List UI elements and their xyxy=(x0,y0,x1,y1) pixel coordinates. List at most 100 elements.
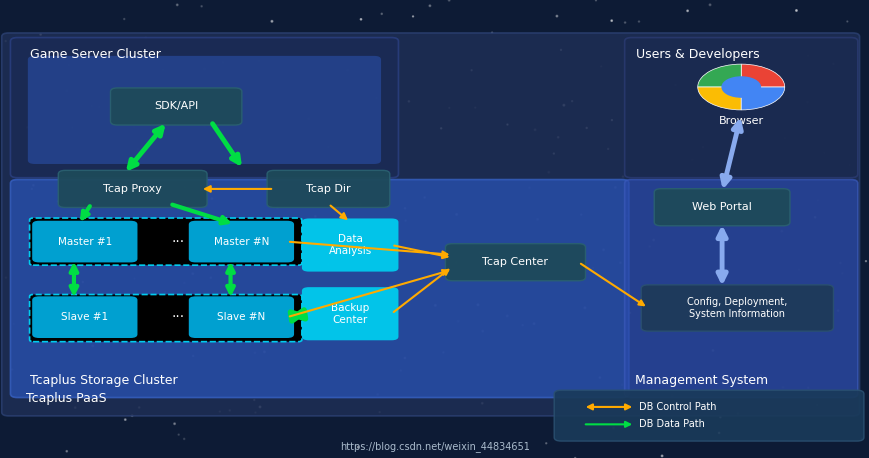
Point xyxy=(170,1,184,9)
Point xyxy=(186,270,200,278)
Point xyxy=(607,184,621,191)
Point xyxy=(775,384,789,391)
Point xyxy=(302,224,315,231)
Text: Master #N: Master #N xyxy=(214,237,269,246)
FancyBboxPatch shape xyxy=(640,285,833,331)
Point xyxy=(177,279,191,287)
Point xyxy=(792,299,806,306)
Point xyxy=(448,259,462,266)
FancyBboxPatch shape xyxy=(624,38,857,178)
Point xyxy=(800,384,814,391)
FancyBboxPatch shape xyxy=(28,56,381,164)
Point xyxy=(556,102,570,109)
Point xyxy=(708,73,722,81)
Text: ···: ··· xyxy=(171,310,185,324)
Point xyxy=(600,145,614,153)
FancyBboxPatch shape xyxy=(189,296,294,338)
Text: https://blog.csdn.net/weixin_44834651: https://blog.csdn.net/weixin_44834651 xyxy=(340,441,529,452)
Wedge shape xyxy=(740,87,784,110)
Point xyxy=(833,259,846,267)
Point xyxy=(68,404,82,411)
Point xyxy=(252,57,266,65)
Point xyxy=(156,66,169,73)
FancyBboxPatch shape xyxy=(302,287,398,340)
Text: Tcap Dir: Tcap Dir xyxy=(306,184,350,194)
Point xyxy=(270,204,284,211)
Point xyxy=(341,191,355,199)
Point xyxy=(777,135,791,142)
Point xyxy=(705,347,719,354)
Point xyxy=(177,184,191,191)
FancyBboxPatch shape xyxy=(30,218,302,265)
Point xyxy=(539,440,553,447)
Point xyxy=(249,409,262,416)
FancyBboxPatch shape xyxy=(30,294,302,342)
Point xyxy=(596,246,610,253)
Point xyxy=(593,374,607,381)
Point xyxy=(858,257,869,265)
Point xyxy=(186,352,200,360)
Point xyxy=(700,55,713,63)
Point xyxy=(524,260,538,267)
Point xyxy=(398,205,412,212)
Text: Users & Developers: Users & Developers xyxy=(635,48,759,61)
Point xyxy=(554,46,567,54)
Point xyxy=(817,149,831,156)
Text: Tcaplus Storage Cluster: Tcaplus Storage Cluster xyxy=(30,374,178,387)
Point xyxy=(75,263,89,271)
Point xyxy=(485,29,499,36)
Point xyxy=(588,0,602,4)
Point xyxy=(500,121,514,128)
Point xyxy=(209,242,223,249)
Point xyxy=(369,94,383,102)
Point xyxy=(799,98,813,106)
Text: Management System: Management System xyxy=(634,374,767,387)
Point xyxy=(132,404,146,411)
Wedge shape xyxy=(740,64,784,87)
Point xyxy=(51,198,65,205)
FancyBboxPatch shape xyxy=(653,189,789,226)
Point xyxy=(257,348,271,355)
FancyBboxPatch shape xyxy=(2,33,859,416)
Point xyxy=(654,452,668,458)
Point xyxy=(807,213,821,221)
Point xyxy=(574,211,587,218)
Point xyxy=(422,2,436,10)
FancyBboxPatch shape xyxy=(32,296,137,338)
Point xyxy=(689,321,703,328)
Point xyxy=(712,429,726,436)
Point xyxy=(210,318,224,326)
Text: Tcap Proxy: Tcap Proxy xyxy=(103,184,162,194)
Point xyxy=(353,201,367,208)
Point xyxy=(135,336,149,344)
Point xyxy=(92,103,106,110)
Point xyxy=(474,399,488,407)
Point xyxy=(136,241,149,249)
Point xyxy=(680,7,693,15)
Point xyxy=(547,150,561,157)
Point xyxy=(77,262,91,270)
Point xyxy=(321,143,335,151)
FancyBboxPatch shape xyxy=(189,221,294,262)
Text: Slave #N: Slave #N xyxy=(217,312,265,322)
Point xyxy=(60,87,74,94)
Point xyxy=(0,274,13,281)
Point xyxy=(646,236,660,244)
Point xyxy=(340,66,354,74)
Point xyxy=(551,134,565,141)
Text: ···: ··· xyxy=(171,234,185,249)
Point xyxy=(839,18,853,25)
Point xyxy=(466,244,480,251)
FancyBboxPatch shape xyxy=(445,244,585,281)
Point xyxy=(417,194,431,201)
Point xyxy=(549,12,563,20)
Point xyxy=(144,323,158,331)
Point xyxy=(321,261,335,268)
Text: Browser: Browser xyxy=(718,116,763,126)
Point xyxy=(401,98,415,105)
Point xyxy=(7,320,21,327)
Point xyxy=(118,416,132,423)
FancyBboxPatch shape xyxy=(267,170,389,207)
Point xyxy=(248,349,262,356)
Point xyxy=(577,304,591,311)
